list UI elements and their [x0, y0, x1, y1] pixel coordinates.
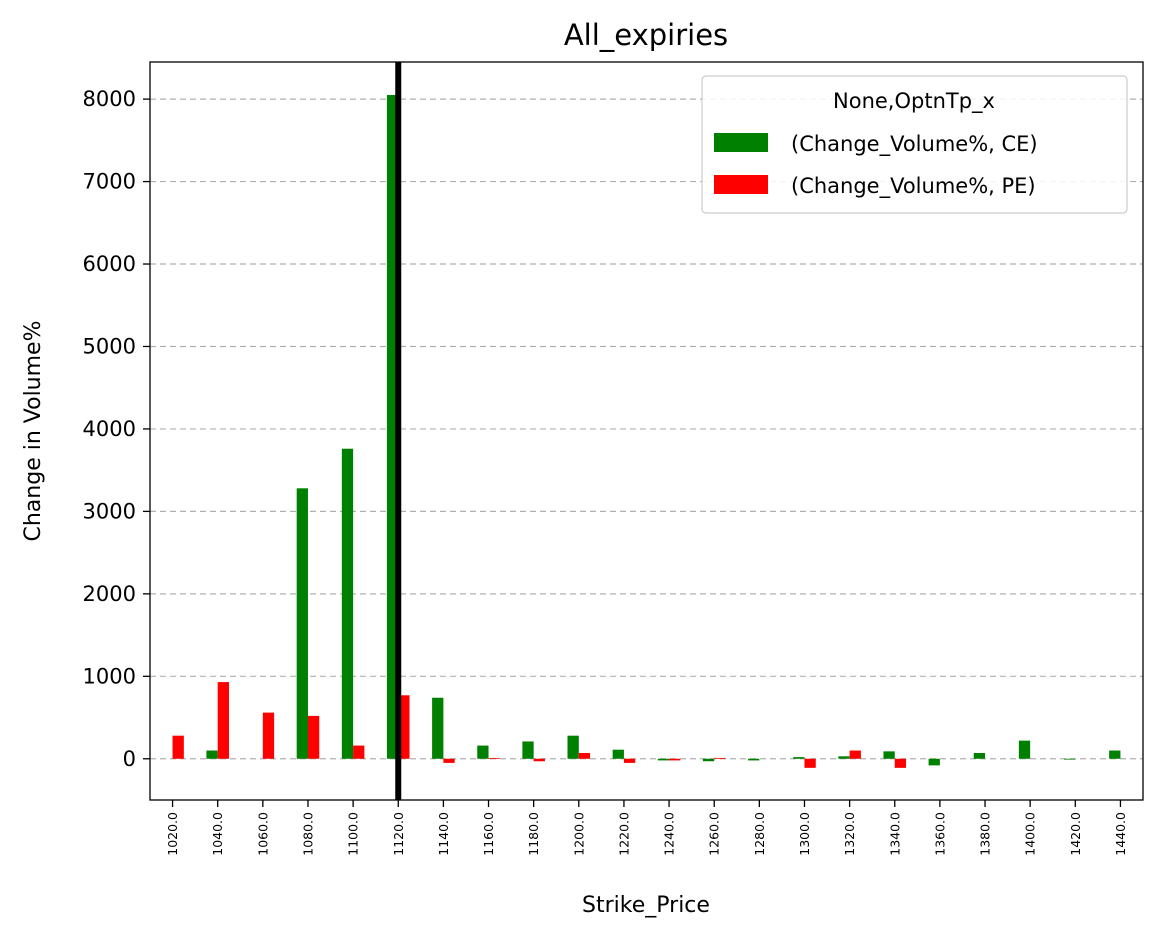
- bar-pe: [623, 758, 636, 763]
- y-tick-label: 6000: [83, 252, 136, 276]
- x-tick-label: 1320.0: [842, 812, 857, 856]
- x-tick-label: 1360.0: [932, 812, 947, 856]
- bar-pe: [217, 682, 229, 759]
- y-axis: 0 1000 2000 3000 4000 5000 6000 7000 8000: [83, 87, 150, 771]
- y-tick-label: 0: [123, 747, 136, 771]
- x-tick-label: 1100.0: [346, 812, 361, 856]
- x-tick-label: 1340.0: [887, 812, 902, 856]
- bar-ce: [883, 751, 895, 759]
- x-axis-label: Strike_Price: [582, 893, 710, 918]
- x-tick-label: 1220.0: [616, 812, 631, 856]
- y-tick-label: 8000: [83, 87, 136, 111]
- bar-ce: [702, 758, 715, 762]
- legend-box: [701, 75, 1128, 214]
- legend-title: None,OptnTp_x: [833, 89, 995, 114]
- bar-pe: [533, 758, 545, 762]
- bar-ce: [1109, 750, 1121, 759]
- legend: None,OptnTp_x (Change_Volume%, CE) (Chan…: [701, 75, 1128, 214]
- plot-frame: [149, 61, 1144, 801]
- bar-pe: [578, 752, 591, 759]
- bar-ce: [341, 448, 354, 759]
- bars: [172, 94, 1121, 768]
- bar-ce: [477, 745, 489, 759]
- x-tick-label: 1080.0: [300, 812, 315, 856]
- x-tick-label: 1420.0: [1068, 812, 1083, 856]
- bar-ce: [928, 758, 940, 766]
- bar-pe: [307, 715, 320, 759]
- bar-ce: [612, 749, 624, 759]
- bar-ce: [748, 758, 760, 761]
- bar-ce: [1018, 740, 1031, 759]
- y-tick-label: 4000: [83, 417, 136, 441]
- legend-label-ce: (Change_Volume%, CE): [791, 132, 1038, 157]
- y-tick-label: 7000: [83, 170, 136, 194]
- bar-pe: [172, 735, 184, 759]
- x-tick-label: 1300.0: [797, 812, 812, 856]
- bar-ce: [567, 735, 579, 759]
- bar-ce: [1064, 758, 1076, 760]
- bar-pe: [714, 757, 726, 759]
- x-tick-label: 1200.0: [571, 812, 586, 856]
- bar-pe: [669, 758, 681, 761]
- bar-ce: [657, 758, 670, 761]
- x-tick-label: 1040.0: [210, 812, 225, 856]
- bar-ce: [432, 697, 444, 759]
- x-tick-label: 1140.0: [436, 812, 451, 856]
- bar-ce: [838, 756, 850, 759]
- bar-pe: [262, 712, 275, 759]
- x-tick-label: 1120.0: [391, 812, 406, 856]
- x-tick-label: 1020.0: [165, 812, 180, 856]
- legend-label-pe: (Change_Volume%, PE): [791, 174, 1036, 199]
- x-tick-label: 1160.0: [481, 812, 496, 856]
- x-tick-label: 1280.0: [752, 812, 767, 856]
- bar-ce: [793, 757, 805, 759]
- bar-pe: [488, 757, 500, 759]
- y-tick-label: 5000: [83, 334, 136, 358]
- bar-pe: [849, 750, 861, 759]
- y-axis-label: Change in Volume%: [21, 321, 46, 542]
- y-tick-label: 3000: [83, 499, 136, 523]
- legend-swatch-ce: [714, 133, 768, 152]
- bar-ce: [296, 488, 308, 759]
- bar-ce: [386, 94, 399, 759]
- legend-swatch-pe: [714, 175, 768, 194]
- x-tick-label: 1440.0: [1113, 812, 1128, 856]
- x-tick-label: 1260.0: [707, 812, 722, 856]
- bar-pe: [398, 695, 410, 759]
- y-tick-label: 2000: [83, 582, 136, 606]
- bar-ce: [522, 741, 534, 759]
- x-tick-label: 1060.0: [255, 812, 270, 856]
- bar-ce: [206, 750, 218, 759]
- bar-ce: [973, 752, 986, 759]
- chart-title: All_expiries: [564, 18, 728, 52]
- bar-pe: [894, 758, 907, 768]
- bar-pe: [353, 745, 365, 759]
- x-tick-label: 1380.0: [978, 812, 993, 856]
- x-tick-label: 1240.0: [662, 812, 677, 856]
- x-axis: 1020.0 1040.0 1060.0 1080.0 1100.0 1120.0 1140…: [165, 800, 1128, 856]
- bar-pe: [443, 758, 455, 763]
- bar-pe: [804, 758, 816, 768]
- x-tick-label: 1180.0: [526, 812, 541, 856]
- y-tick-label: 1000: [83, 664, 136, 688]
- x-tick-label: 1400.0: [1023, 812, 1038, 856]
